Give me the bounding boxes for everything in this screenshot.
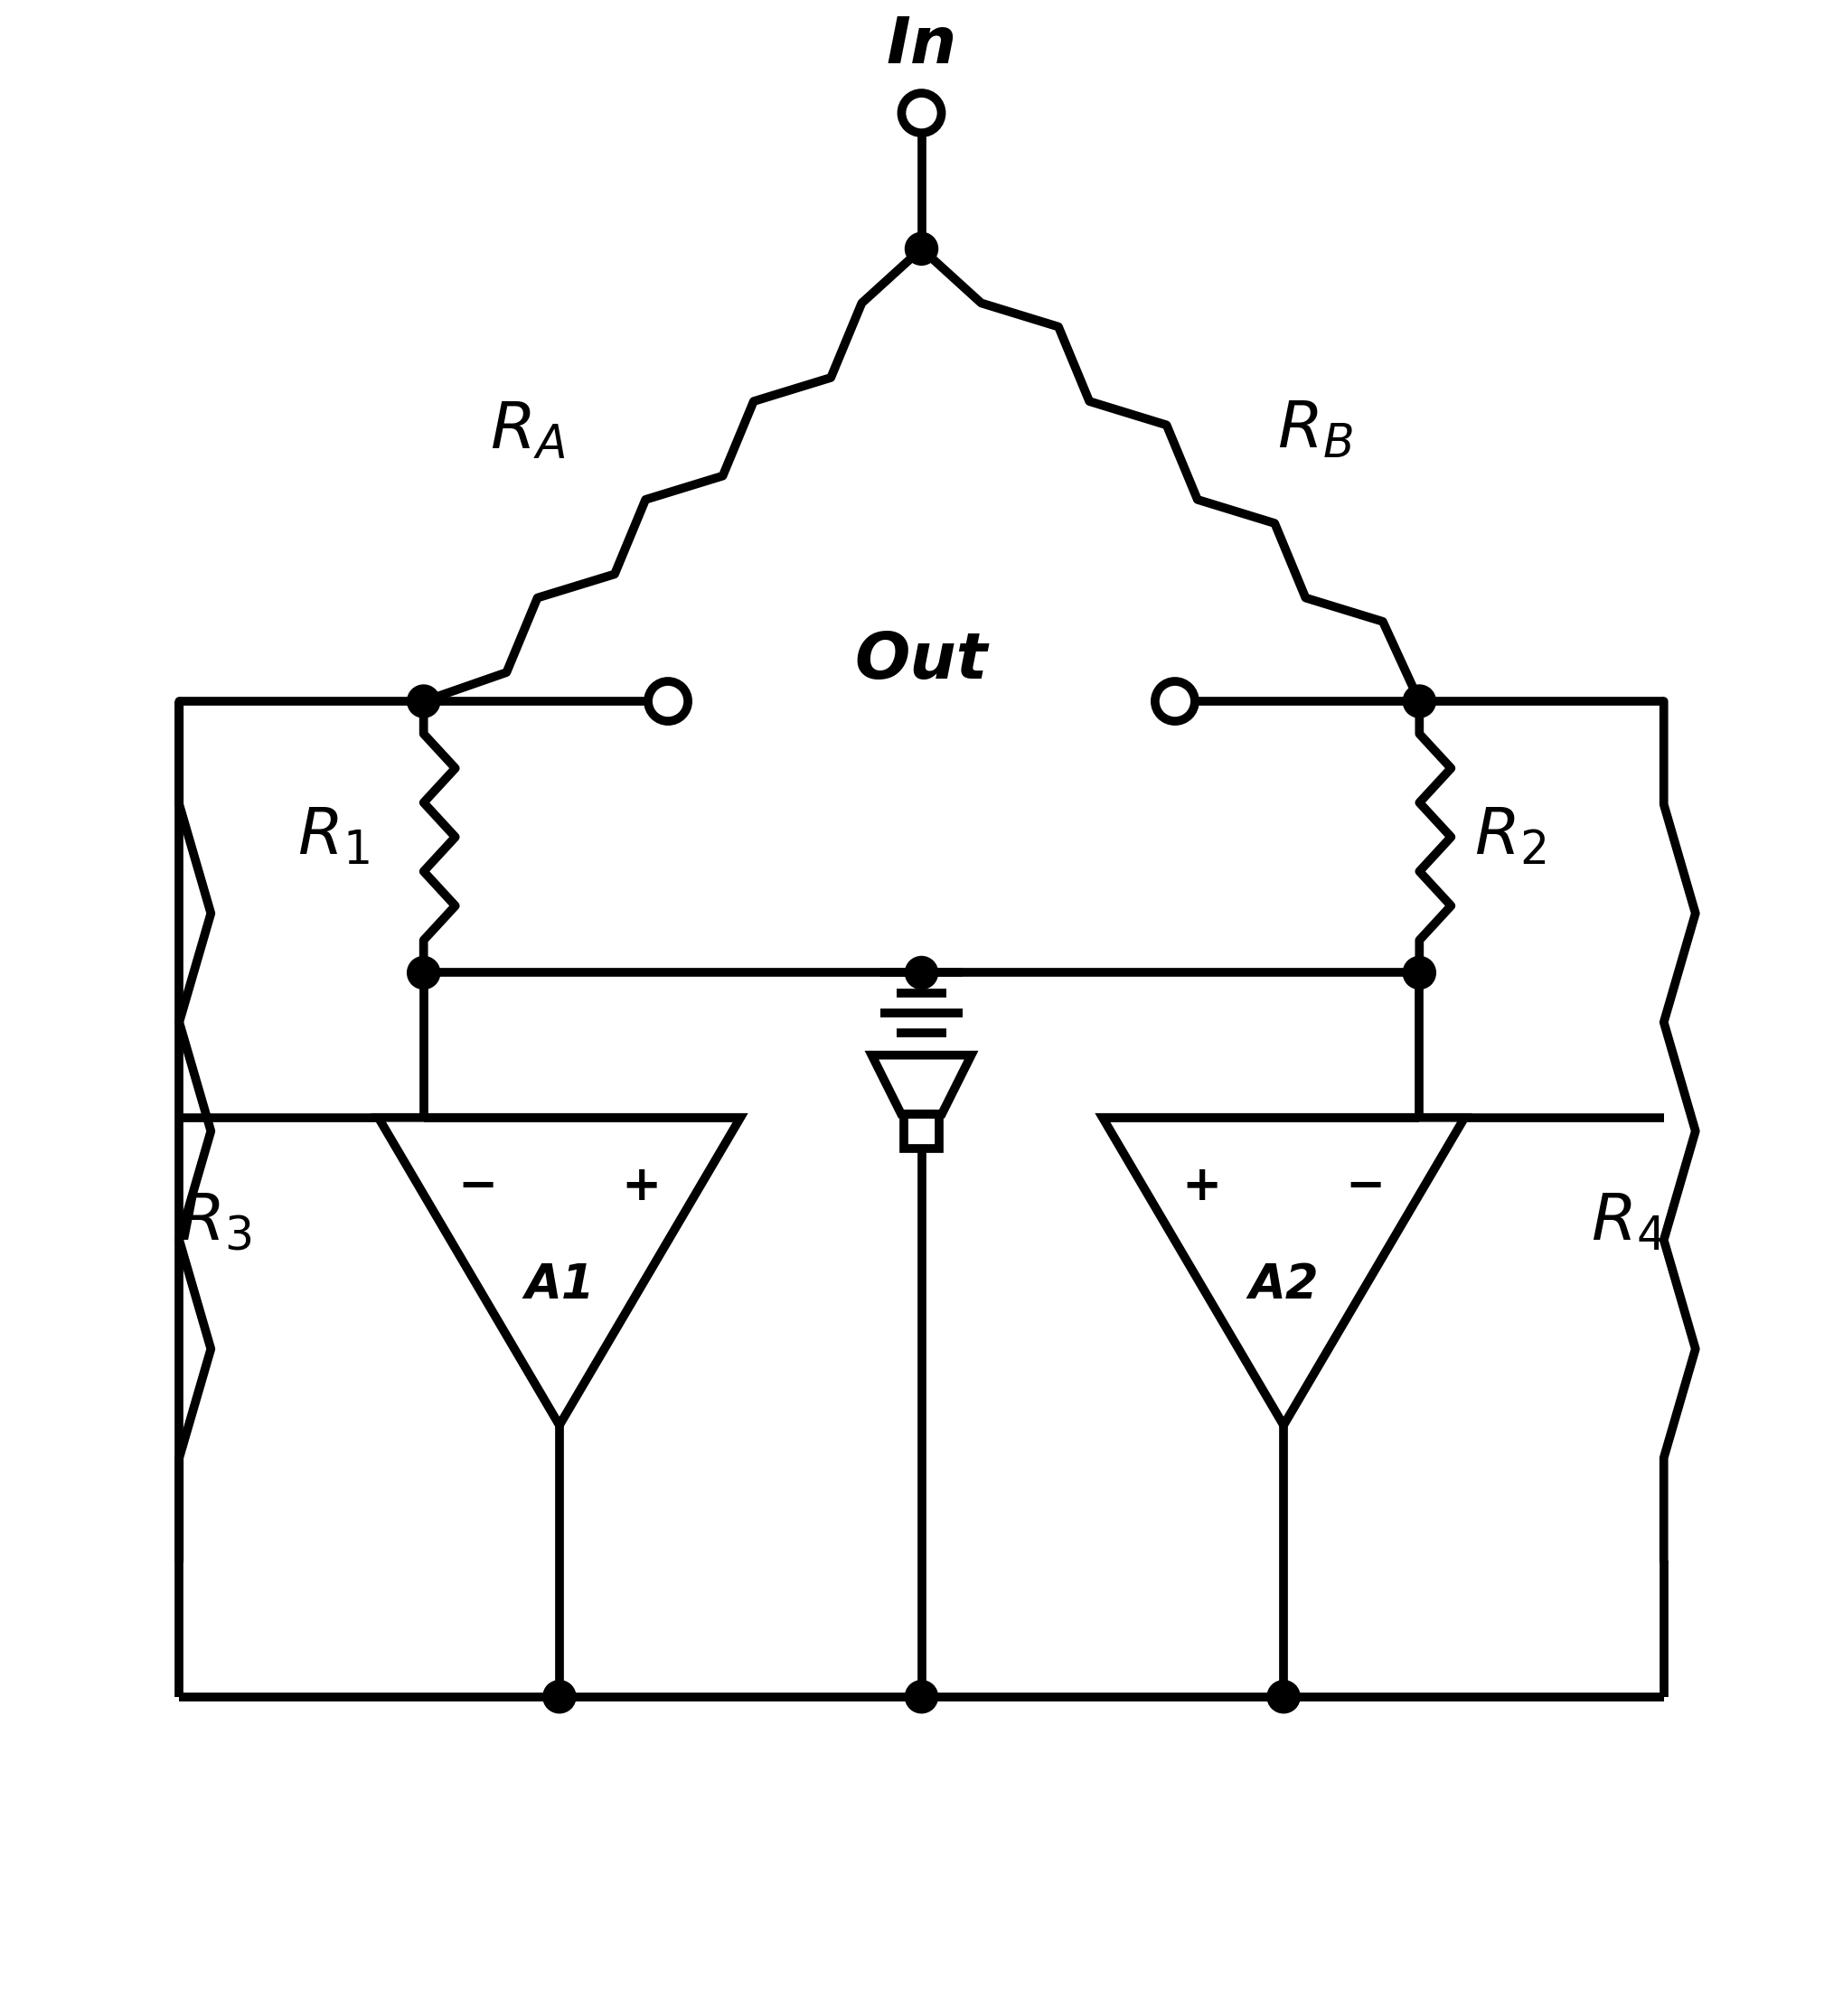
Circle shape (407, 956, 440, 990)
Text: +: + (1181, 1163, 1222, 1210)
Text: Out: Out (855, 629, 988, 691)
Text: +: + (621, 1163, 662, 1210)
Circle shape (649, 681, 687, 722)
Text: $R_1$: $R_1$ (297, 806, 369, 869)
Circle shape (1268, 1681, 1299, 1714)
Circle shape (905, 1681, 938, 1714)
Text: $R_B$: $R_B$ (1277, 399, 1353, 462)
Bar (905, 1115, 938, 1149)
Text: $R_A$: $R_A$ (490, 399, 566, 462)
Text: $R_3$: $R_3$ (179, 1191, 252, 1252)
Text: −: − (457, 1163, 498, 1210)
Circle shape (1403, 956, 1436, 990)
Circle shape (905, 232, 938, 264)
Circle shape (901, 93, 942, 133)
Text: A2: A2 (1248, 1262, 1320, 1308)
Circle shape (407, 685, 440, 718)
Text: −: − (1345, 1163, 1386, 1210)
Text: $R_2$: $R_2$ (1474, 806, 1546, 869)
Text: In: In (886, 14, 957, 77)
Text: A1: A1 (523, 1262, 595, 1308)
Circle shape (1156, 681, 1194, 722)
Text: $R_4$: $R_4$ (1591, 1191, 1664, 1252)
Circle shape (544, 1681, 575, 1714)
Circle shape (905, 956, 938, 990)
Circle shape (1403, 685, 1436, 718)
